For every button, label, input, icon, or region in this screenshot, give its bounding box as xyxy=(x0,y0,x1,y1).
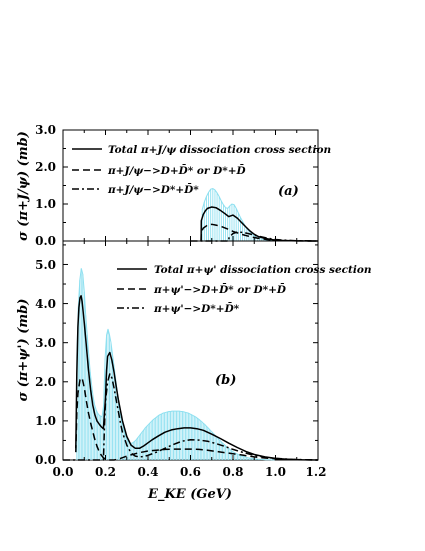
panel-a-legend-dsds: π+J/ψ−>D*+D̄* xyxy=(107,182,199,196)
error-band-envelope xyxy=(76,268,275,461)
panel-b-xtick-label: 0.8 xyxy=(223,465,244,479)
panel-a-y-tick-labels: 0.0 1.0 2.0 3.0 xyxy=(35,123,56,248)
panel-a-legend-total: Total π+J/ψ dissociation cross section xyxy=(108,144,331,156)
panel-a-error-band xyxy=(201,187,275,242)
panel-a-ytick-label: 2.0 xyxy=(35,160,56,174)
panel-b-xtick-label: 1.0 xyxy=(265,465,286,479)
panel-b-ytick-label: 0.0 xyxy=(35,453,56,467)
panel-b-legend-total: Total π+ψ' dissociation cross section xyxy=(154,264,372,276)
panel-b: 0.0 1.0 2.0 3.0 4.0 5.0 0.0 0.2 0.4 0.6 … xyxy=(16,240,372,502)
error-band-envelope xyxy=(201,187,275,242)
series-line-solid xyxy=(200,206,319,242)
panel-a-ytick-label: 1.0 xyxy=(35,197,56,211)
series-line-dashdot xyxy=(63,373,319,461)
panel-b-ytick-label: 3.0 xyxy=(35,336,56,350)
panel-b-xtick-label: 0.2 xyxy=(95,465,116,479)
panel-b-x-tick-labels: 0.0 0.2 0.4 0.6 0.8 1.0 1.2 xyxy=(53,465,327,479)
series-line-dashed xyxy=(75,377,319,461)
panel-b-xtick-label: 0.6 xyxy=(180,465,201,479)
panel-b-tag: (b) xyxy=(215,373,236,388)
panel-b-legend-dd: π+ψ'−>D+D̄* or D*+D̄ xyxy=(153,282,287,296)
panel-b-xtick-label: 1.2 xyxy=(306,465,327,479)
panel-b-x-axis-label: E_KE (GeV) xyxy=(147,487,232,502)
series-line-solid xyxy=(75,295,319,461)
panel-a-ytick-label: 3.0 xyxy=(35,123,56,137)
panel-a: 0.0 1.0 2.0 3.0 σ (π+J/ψ) (mb) Total π+J… xyxy=(16,123,331,248)
series-line-dashdot xyxy=(190,231,319,242)
panel-b-ytick-label: 5.0 xyxy=(35,258,56,272)
panel-b-legend: Total π+ψ' dissociation cross section π+… xyxy=(117,264,372,315)
panel-a-tag: (a) xyxy=(278,184,299,199)
panel-b-y-axis-label: σ (π+ψ') (mb) xyxy=(16,299,31,402)
panel-a-legend: Total π+J/ψ dissociation cross section π… xyxy=(72,144,331,196)
panel-b-legend-dsds: π+ψ'−>D*+D̄* xyxy=(153,301,240,315)
panel-a-ytick-label: 0.0 xyxy=(35,234,56,248)
panel-b-ytick-label: 1.0 xyxy=(35,414,56,428)
panel-b-y-tick-labels: 0.0 1.0 2.0 3.0 4.0 5.0 xyxy=(35,258,56,467)
panel-b-ytick-label: 2.0 xyxy=(35,375,56,389)
panel-a-y-axis-label: σ (π+J/ψ) (mb) xyxy=(16,131,31,241)
panel-b-ytick-label: 4.0 xyxy=(35,297,56,311)
panel-b-xtick-label: 0.0 xyxy=(53,465,74,479)
panel-b-xtick-label: 0.4 xyxy=(138,465,159,479)
panel-a-legend-dd: π+J/ψ−>D+D̄* or D*+D̄ xyxy=(107,163,247,177)
panel-a-curves xyxy=(190,206,319,242)
panel-b-curves xyxy=(63,295,319,461)
